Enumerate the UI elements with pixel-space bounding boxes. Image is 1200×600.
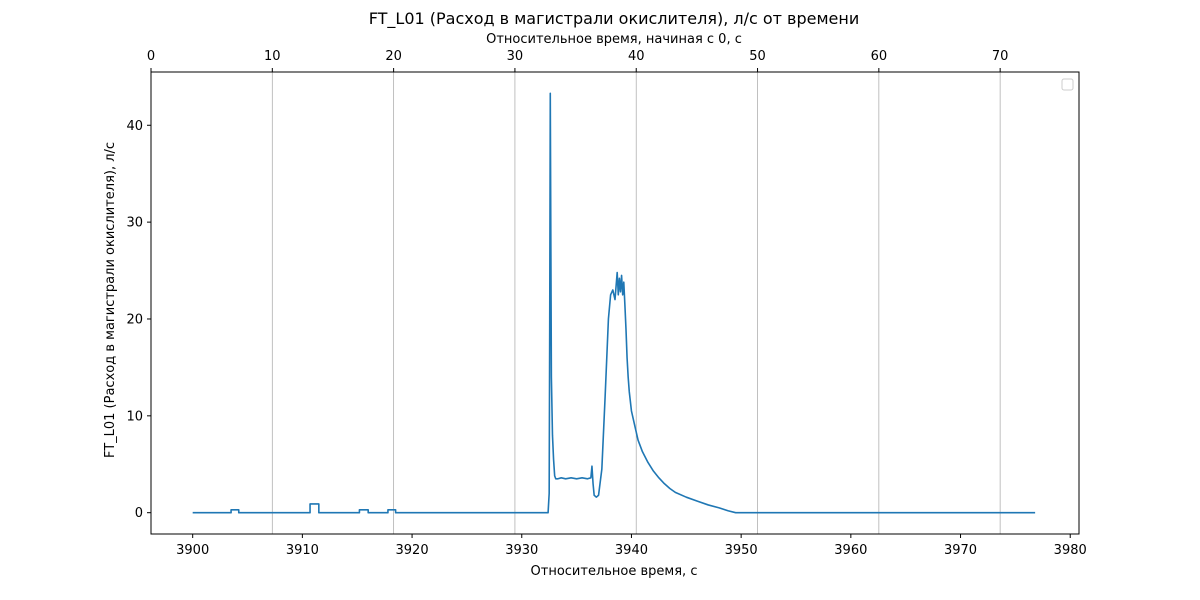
y-tick-label: 0 [135, 506, 143, 521]
y-tick-label: 20 [126, 312, 143, 327]
x-tick-label: 3920 [396, 543, 429, 558]
x-tick-label: 3930 [505, 543, 538, 558]
top-x-tick-label: 60 [871, 49, 888, 64]
x-tick-label: 3980 [1054, 543, 1087, 558]
series-layer [192, 92, 1036, 514]
x-tick-label: 3940 [615, 543, 648, 558]
top-x-tick-label: 30 [507, 49, 524, 64]
x-tick-label: 3910 [286, 543, 319, 558]
legend-box [1061, 78, 1074, 91]
top-x-tick-label: 10 [264, 49, 281, 64]
chart-title: FT_L01 (Расход в магистрали окислителя),… [369, 9, 860, 29]
series-line [192, 92, 1036, 514]
top-x-tick-label: 20 [385, 49, 402, 64]
y-tick-label: 10 [126, 409, 143, 424]
x-tick-label: 3970 [944, 543, 977, 558]
y-tick-label: 40 [126, 119, 143, 134]
top-x-tick-label: 40 [628, 49, 645, 64]
top-x-tick-label: 50 [749, 49, 766, 64]
bottom-x-axis: 3900 3910 3920 3930 3940 3950 3960 3970 3980 [176, 534, 1087, 558]
top-x-tick-label: 70 [992, 49, 1009, 64]
top-x-axis: 0 10 20 30 40 50 60 70 [147, 49, 1009, 72]
x-axis-label: Относительное время, с [531, 564, 698, 579]
x-tick-label: 3900 [176, 543, 209, 558]
top-x-tick-label: 0 [147, 49, 155, 64]
grid [150, 72, 1001, 534]
x-tick-label: 3960 [834, 543, 867, 558]
y-axis: 0 10 20 30 40 [126, 119, 151, 521]
plot-frame [150, 71, 1080, 535]
x-tick-label: 3950 [725, 543, 758, 558]
top-x-axis-label: Относительное время, начиная с 0, с [486, 32, 742, 47]
y-axis-label: FT_L01 (Расход в магистрали окислителя),… [103, 142, 118, 458]
y-tick-label: 30 [126, 216, 143, 231]
